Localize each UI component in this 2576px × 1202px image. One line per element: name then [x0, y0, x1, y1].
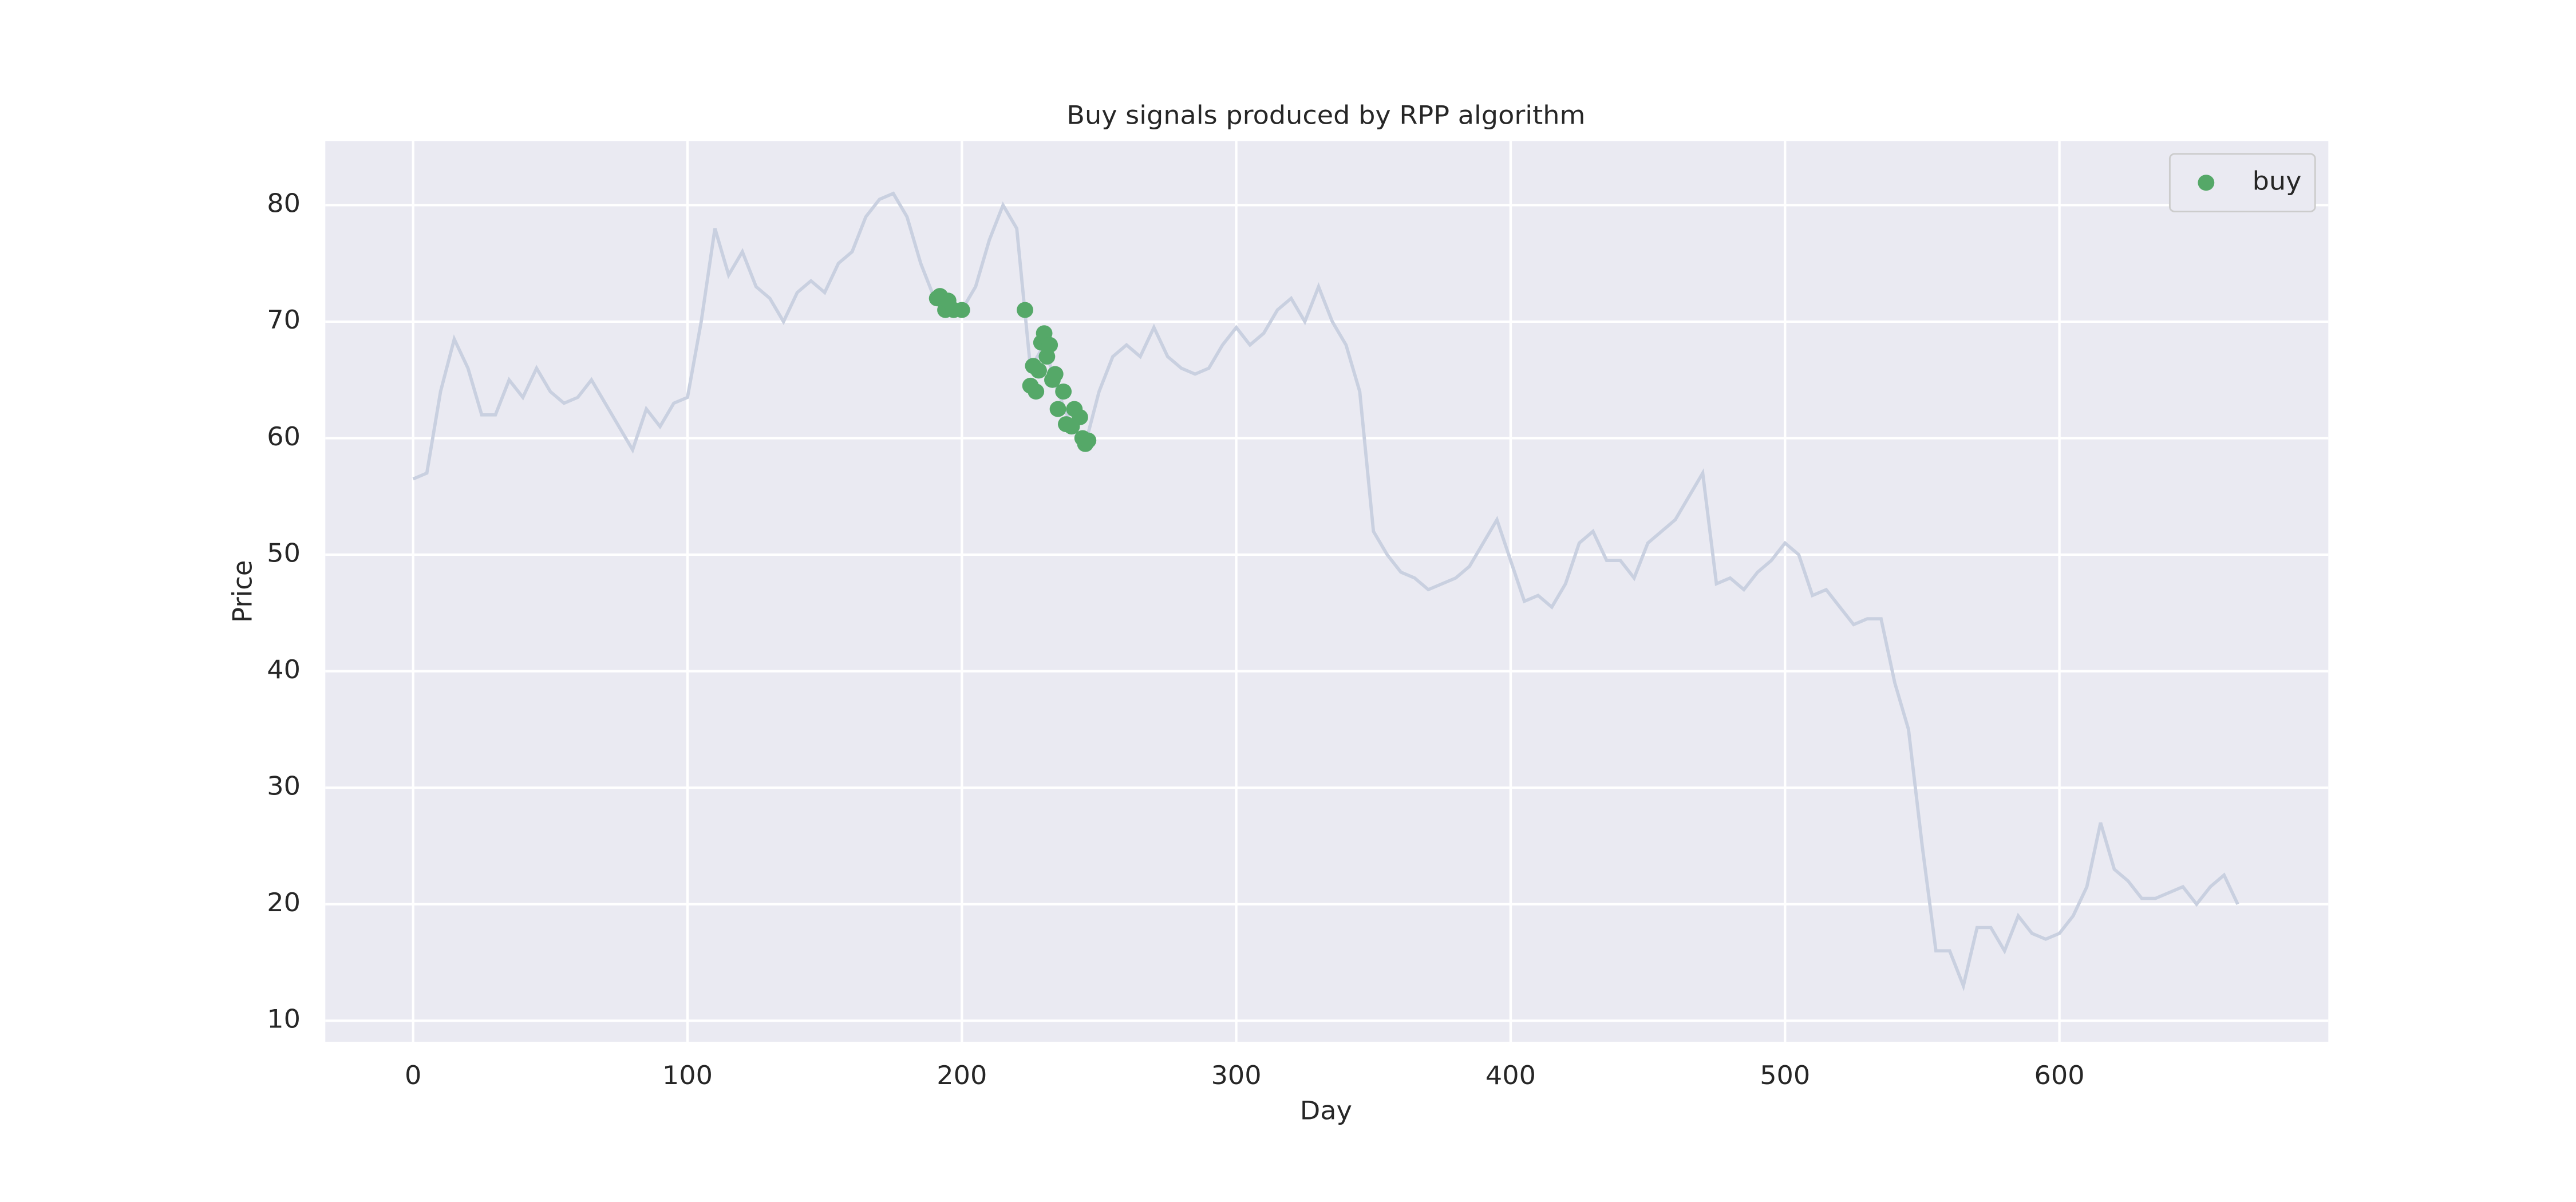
y-tick-label: 80	[267, 188, 301, 218]
y-tick-label: 60	[267, 421, 301, 451]
buy-point	[953, 302, 970, 318]
y-tick-label: 30	[267, 771, 301, 801]
buy-point	[1030, 362, 1047, 379]
x-tick-label: 200	[937, 1061, 987, 1090]
legend-label: buy	[2253, 166, 2302, 196]
x-tick-label: 300	[1211, 1061, 1262, 1090]
chart-title: Buy signals produced by RPP algorithm	[1066, 100, 1585, 130]
y-tick-label: 70	[267, 305, 301, 335]
x-tick-label: 100	[662, 1061, 713, 1090]
y-tick-label: 40	[267, 655, 301, 685]
buy-point	[1049, 401, 1066, 417]
x-tick-label: 600	[2034, 1061, 2085, 1090]
y-tick-label: 20	[267, 888, 301, 918]
x-axis-label: Day	[1300, 1096, 1352, 1125]
buy-point	[1046, 366, 1064, 382]
buy-point	[1055, 383, 1072, 400]
y-tick-label: 50	[267, 538, 301, 568]
legend-box	[2168, 153, 2316, 212]
x-tick-label: 500	[1760, 1061, 1810, 1090]
price-line	[412, 191, 2239, 991]
buy-point	[1080, 432, 1097, 449]
y-axis-label: Price	[227, 560, 258, 623]
buy-point	[1071, 409, 1088, 425]
buy-point	[1028, 383, 1045, 400]
x-tick-label: 400	[1485, 1061, 1536, 1090]
x-tick-label: 0	[405, 1061, 421, 1090]
legend-marker	[2198, 175, 2215, 191]
buy-point	[1041, 337, 1058, 353]
y-tick-label: 10	[267, 1004, 301, 1034]
buy-point	[1017, 302, 1033, 318]
plot-background	[325, 141, 2329, 1042]
